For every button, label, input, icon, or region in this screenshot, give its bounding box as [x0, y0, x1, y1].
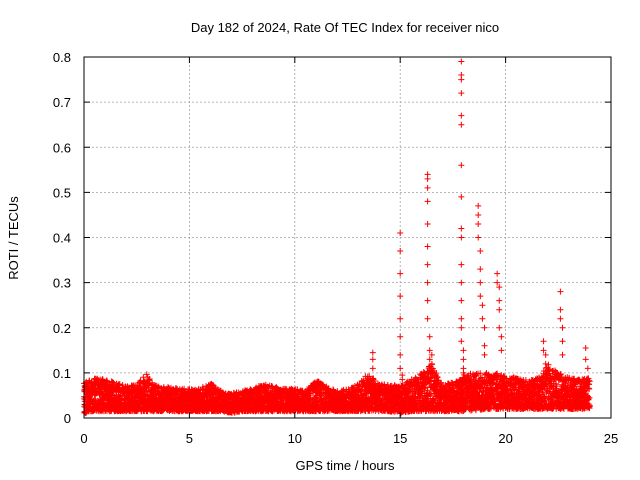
- roti-point: [279, 393, 286, 400]
- chart-title: Day 182 of 2024, Rate Of TEC Index for r…: [191, 20, 499, 35]
- grid-lines: [84, 57, 611, 418]
- roti-point: [130, 383, 137, 390]
- data-points: [81, 58, 593, 417]
- roti-point: [181, 385, 188, 392]
- roti-point: [110, 379, 117, 386]
- roti-point: [143, 371, 150, 378]
- roti-point: [116, 381, 123, 388]
- roti-point: [119, 382, 126, 389]
- roti-point: [103, 377, 110, 384]
